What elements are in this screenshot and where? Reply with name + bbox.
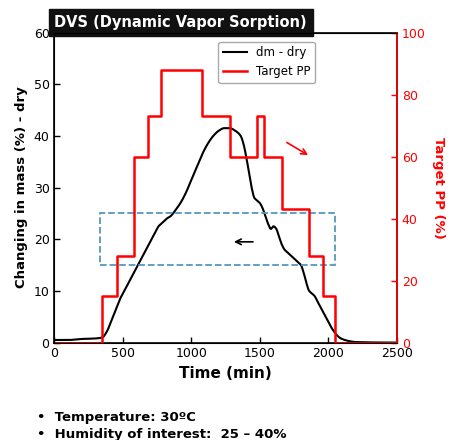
Line: Target PP: Target PP (54, 70, 396, 343)
Text: DVS (Dynamic Vapor Sorption): DVS (Dynamic Vapor Sorption) (54, 15, 306, 30)
dm - dry (383, 340, 389, 345)
dm - dry (383, 340, 389, 345)
Target PP (131, 253, 136, 258)
dm - dry (218, 127, 223, 132)
Text: •  Temperature: 30ºC: • Temperature: 30ºC (37, 411, 195, 425)
Target PP (199, 67, 205, 73)
Target PP (261, 114, 266, 119)
Target PP (393, 340, 399, 345)
Y-axis label: Target PP (%): Target PP (%) (431, 137, 444, 238)
Legend: dm - dry, Target PP: dm - dry, Target PP (218, 41, 314, 83)
Target PP (51, 340, 57, 345)
dm - dry (51, 337, 57, 343)
Target PP (158, 67, 164, 73)
dm - dry (321, 312, 326, 317)
Line: dm - dry: dm - dry (54, 128, 396, 343)
X-axis label: Time (min): Time (min) (179, 366, 271, 381)
Bar (100, 213, 335, 265)
Target PP (279, 154, 284, 159)
Y-axis label: Changing in mass (%) - dry: Changing in mass (%) - dry (15, 87, 28, 289)
Text: •  Humidity of interest:  25 – 40%: • Humidity of interest: 25 – 40% (37, 428, 285, 440)
Target PP (257, 114, 262, 119)
dm - dry (208, 135, 214, 140)
dm - dry (69, 337, 74, 342)
dm - dry (393, 340, 399, 345)
Target PP (254, 114, 259, 119)
dm - dry (221, 125, 227, 131)
